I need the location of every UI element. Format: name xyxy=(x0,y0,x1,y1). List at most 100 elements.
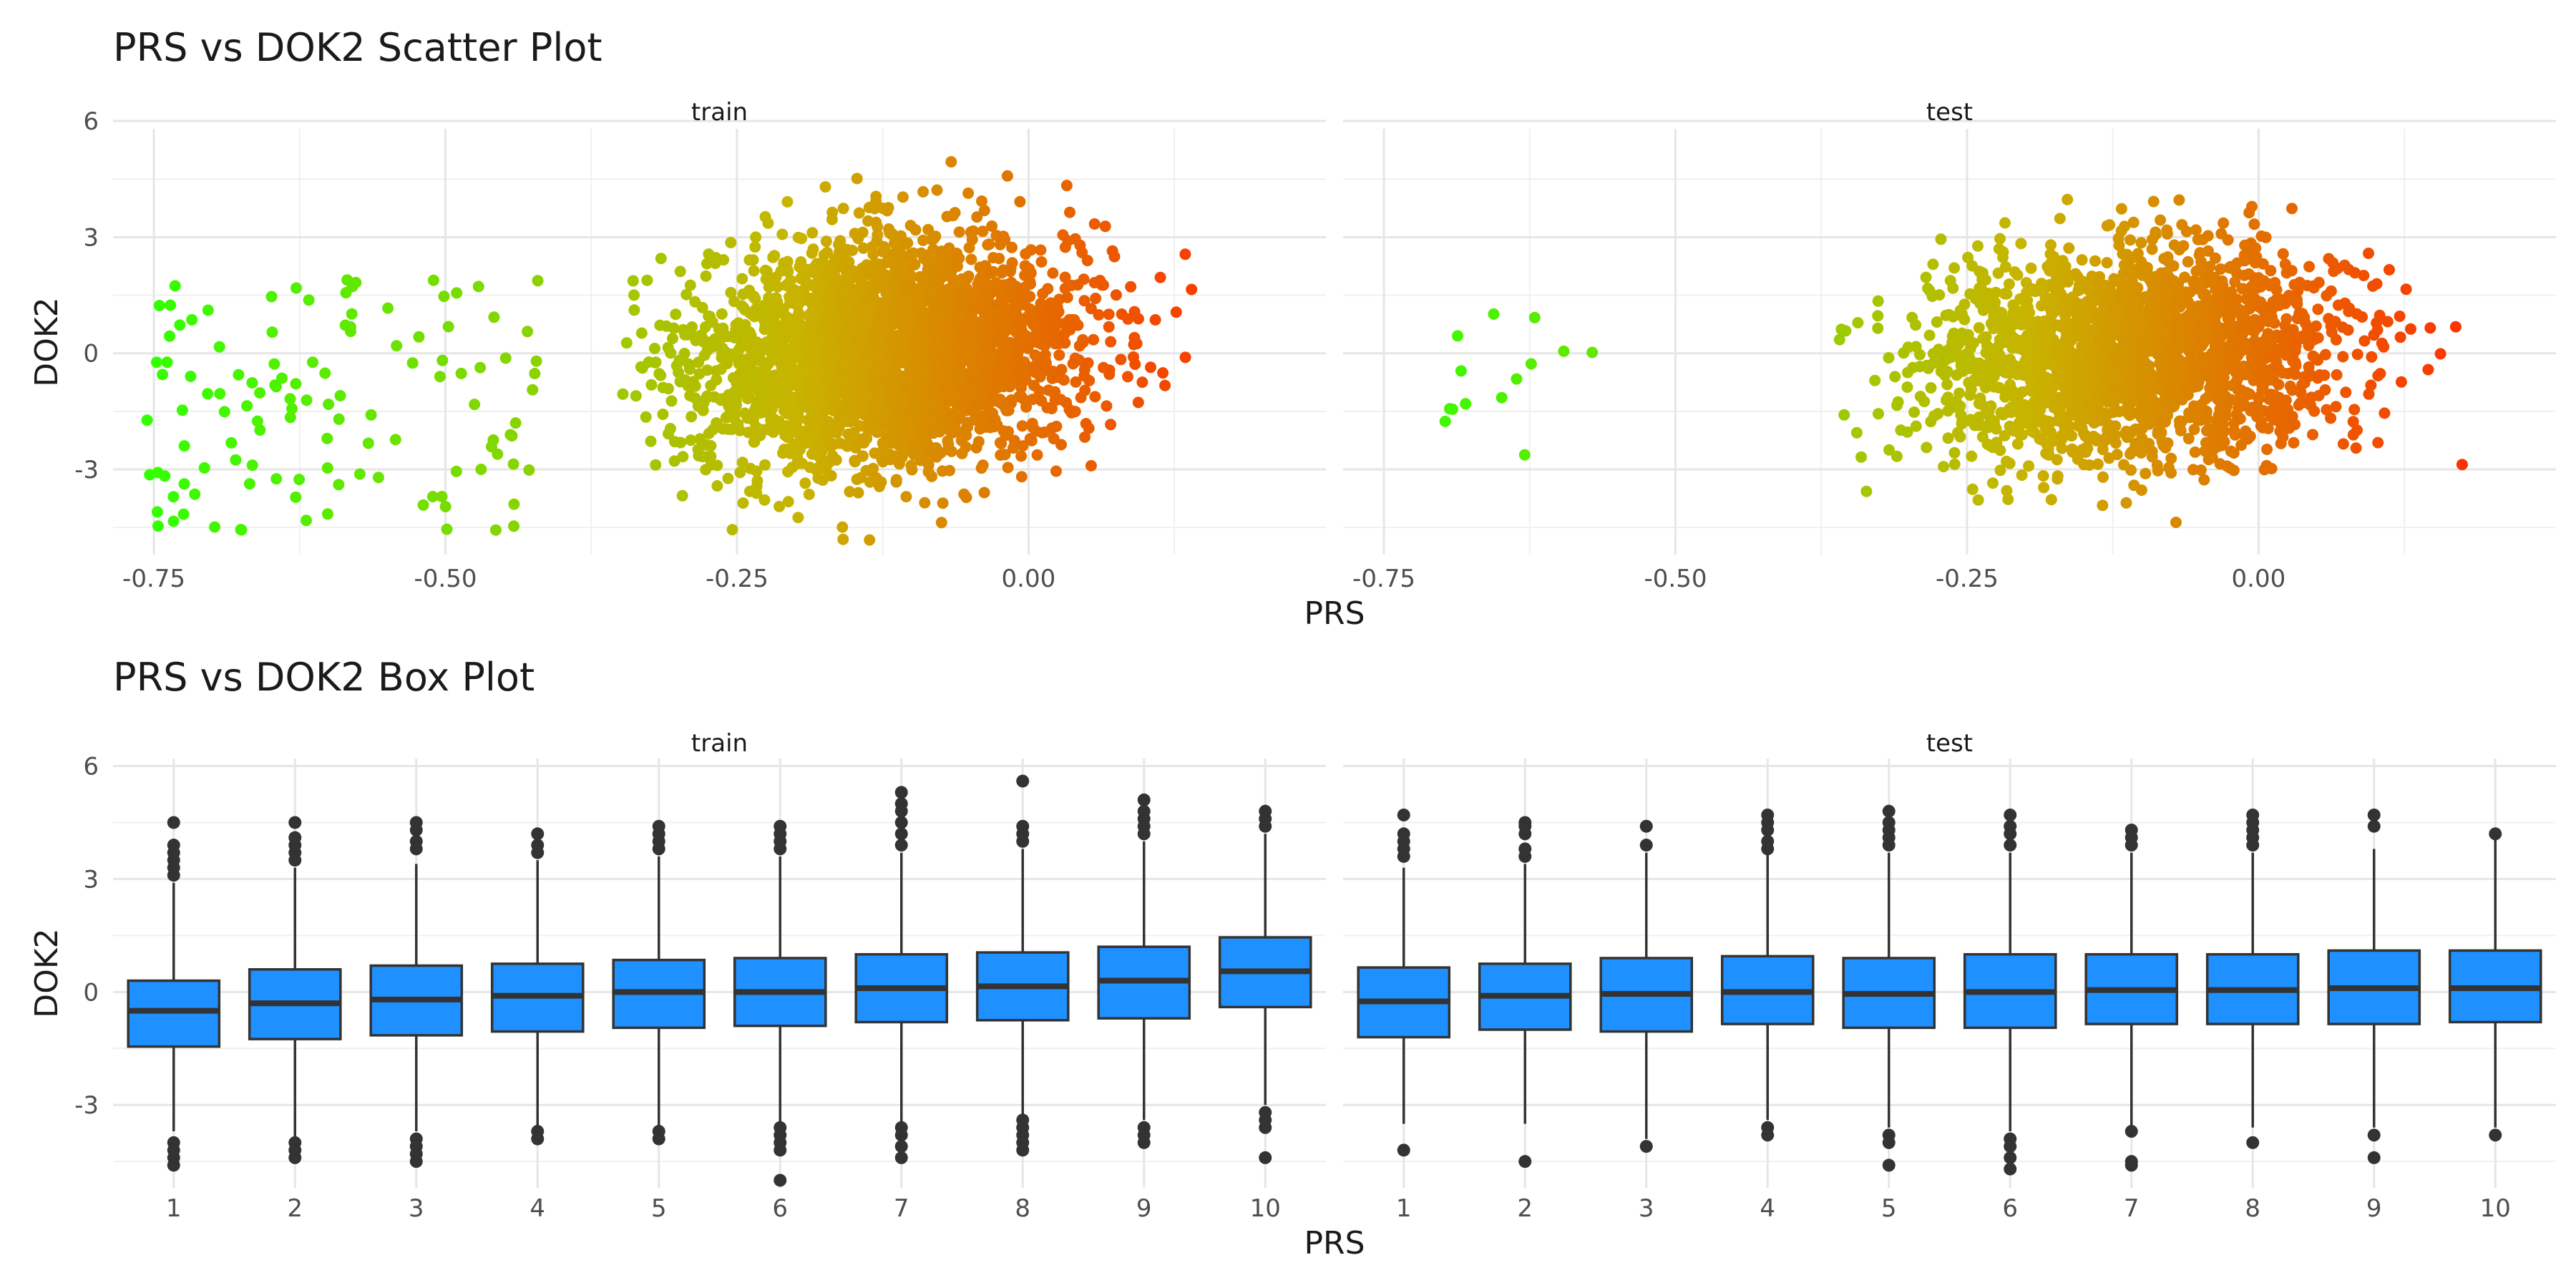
scatter-point xyxy=(1938,461,1950,473)
scatter-point xyxy=(667,333,678,344)
scatter-point xyxy=(737,288,749,301)
scatter-point xyxy=(251,415,263,427)
scatter-point xyxy=(826,213,838,225)
scatter-point xyxy=(1953,387,1966,399)
scatter-point xyxy=(1080,418,1092,429)
scatter-point xyxy=(636,362,648,374)
scatter-point xyxy=(1910,420,1922,432)
scatter-point xyxy=(2363,248,2374,259)
scatter-point xyxy=(2044,248,2057,260)
scatter-point xyxy=(763,373,776,385)
scatter-point xyxy=(2063,242,2075,254)
scatter-point xyxy=(849,228,861,240)
scatter-point xyxy=(1078,370,1091,382)
scatter-point xyxy=(1061,291,1073,303)
scatter-point xyxy=(2216,439,2228,452)
scatter-point xyxy=(153,300,165,311)
scatter-point xyxy=(970,399,982,411)
scatter-point xyxy=(663,383,674,395)
scatter-point xyxy=(2056,442,2068,454)
scatter-point xyxy=(665,347,677,359)
scatter-point xyxy=(2248,218,2260,230)
scatter-point xyxy=(892,401,904,413)
scatter-point xyxy=(218,406,230,418)
scatter-point xyxy=(2218,217,2230,229)
scatter-point xyxy=(975,462,987,474)
scatter-point xyxy=(2151,459,2163,472)
scatter-point xyxy=(965,226,977,238)
scatter-point xyxy=(885,394,897,406)
scatter-point xyxy=(972,436,985,448)
scatter-point xyxy=(823,391,835,404)
scatter-point xyxy=(976,195,987,208)
scatter-point xyxy=(849,456,861,468)
scatter-point xyxy=(1005,394,1018,406)
scatter-point xyxy=(836,521,849,533)
scatter-point xyxy=(1939,369,1951,381)
scatter-point xyxy=(750,231,762,243)
scatter-point xyxy=(1103,308,1115,321)
scatter-point xyxy=(290,491,302,503)
scatter-point xyxy=(773,415,785,427)
scatter-point xyxy=(851,172,863,185)
scatter-point xyxy=(630,390,642,402)
scatter-point xyxy=(722,423,734,435)
scatter-point xyxy=(879,360,892,372)
scatter-point xyxy=(1025,268,1037,280)
scatter-point xyxy=(926,470,938,482)
scatter-point xyxy=(2045,239,2057,251)
scatter-point xyxy=(2003,323,2015,336)
scatter-point xyxy=(861,433,873,444)
scatter-point xyxy=(391,340,403,352)
scatter-point xyxy=(849,361,862,373)
scatter-point xyxy=(810,298,822,310)
scatter-point xyxy=(994,436,1006,449)
scatter-point xyxy=(750,366,762,378)
scatter-point xyxy=(645,379,658,391)
scatter-point xyxy=(144,469,156,481)
scatter-point xyxy=(1974,357,1986,369)
scatter-point xyxy=(1128,331,1141,343)
scatter-point xyxy=(799,271,811,283)
scatter-point xyxy=(722,472,734,484)
scatter-x-tick-label: -0.75 xyxy=(1352,565,1415,593)
scatter-point xyxy=(1059,241,1071,253)
scatter-point xyxy=(778,353,789,366)
scatter-point xyxy=(2025,262,2037,274)
scatter-point xyxy=(290,378,302,390)
scatter-point xyxy=(2331,369,2343,381)
scatter-point xyxy=(758,494,771,506)
scatter-point xyxy=(628,289,640,301)
scatter-point xyxy=(334,390,346,401)
scatter-point xyxy=(768,311,780,323)
scatter-point xyxy=(803,431,814,443)
scatter-point xyxy=(1872,295,1884,307)
scatter-point xyxy=(241,400,253,412)
scatter-point xyxy=(913,436,925,448)
scatter-point xyxy=(1045,297,1057,309)
scatter-point xyxy=(2004,353,2016,366)
scatter-point xyxy=(899,238,912,250)
scatter-point xyxy=(1952,426,1963,439)
scatter-point xyxy=(808,266,820,278)
scatter-point xyxy=(225,436,238,449)
scatter-point xyxy=(947,426,959,439)
scatter-point xyxy=(1999,429,2011,441)
scatter-point xyxy=(2013,427,2025,439)
scatter-point xyxy=(953,252,965,264)
scatter-point xyxy=(2351,348,2363,361)
scatter-point xyxy=(1085,303,1097,315)
scatter-point xyxy=(532,275,544,287)
scatter-point xyxy=(230,454,242,466)
scatter-point xyxy=(1014,338,1026,350)
scatter-point xyxy=(696,301,708,313)
scatter-point xyxy=(849,439,861,452)
scatter-point xyxy=(2368,329,2380,341)
scatter-point xyxy=(860,300,872,312)
scatter-point xyxy=(178,440,190,452)
scatter-point xyxy=(1838,409,1850,421)
scatter-point xyxy=(704,311,716,323)
scatter-point xyxy=(2215,228,2228,240)
scatter-point xyxy=(741,379,753,391)
scatter-point xyxy=(676,489,688,502)
